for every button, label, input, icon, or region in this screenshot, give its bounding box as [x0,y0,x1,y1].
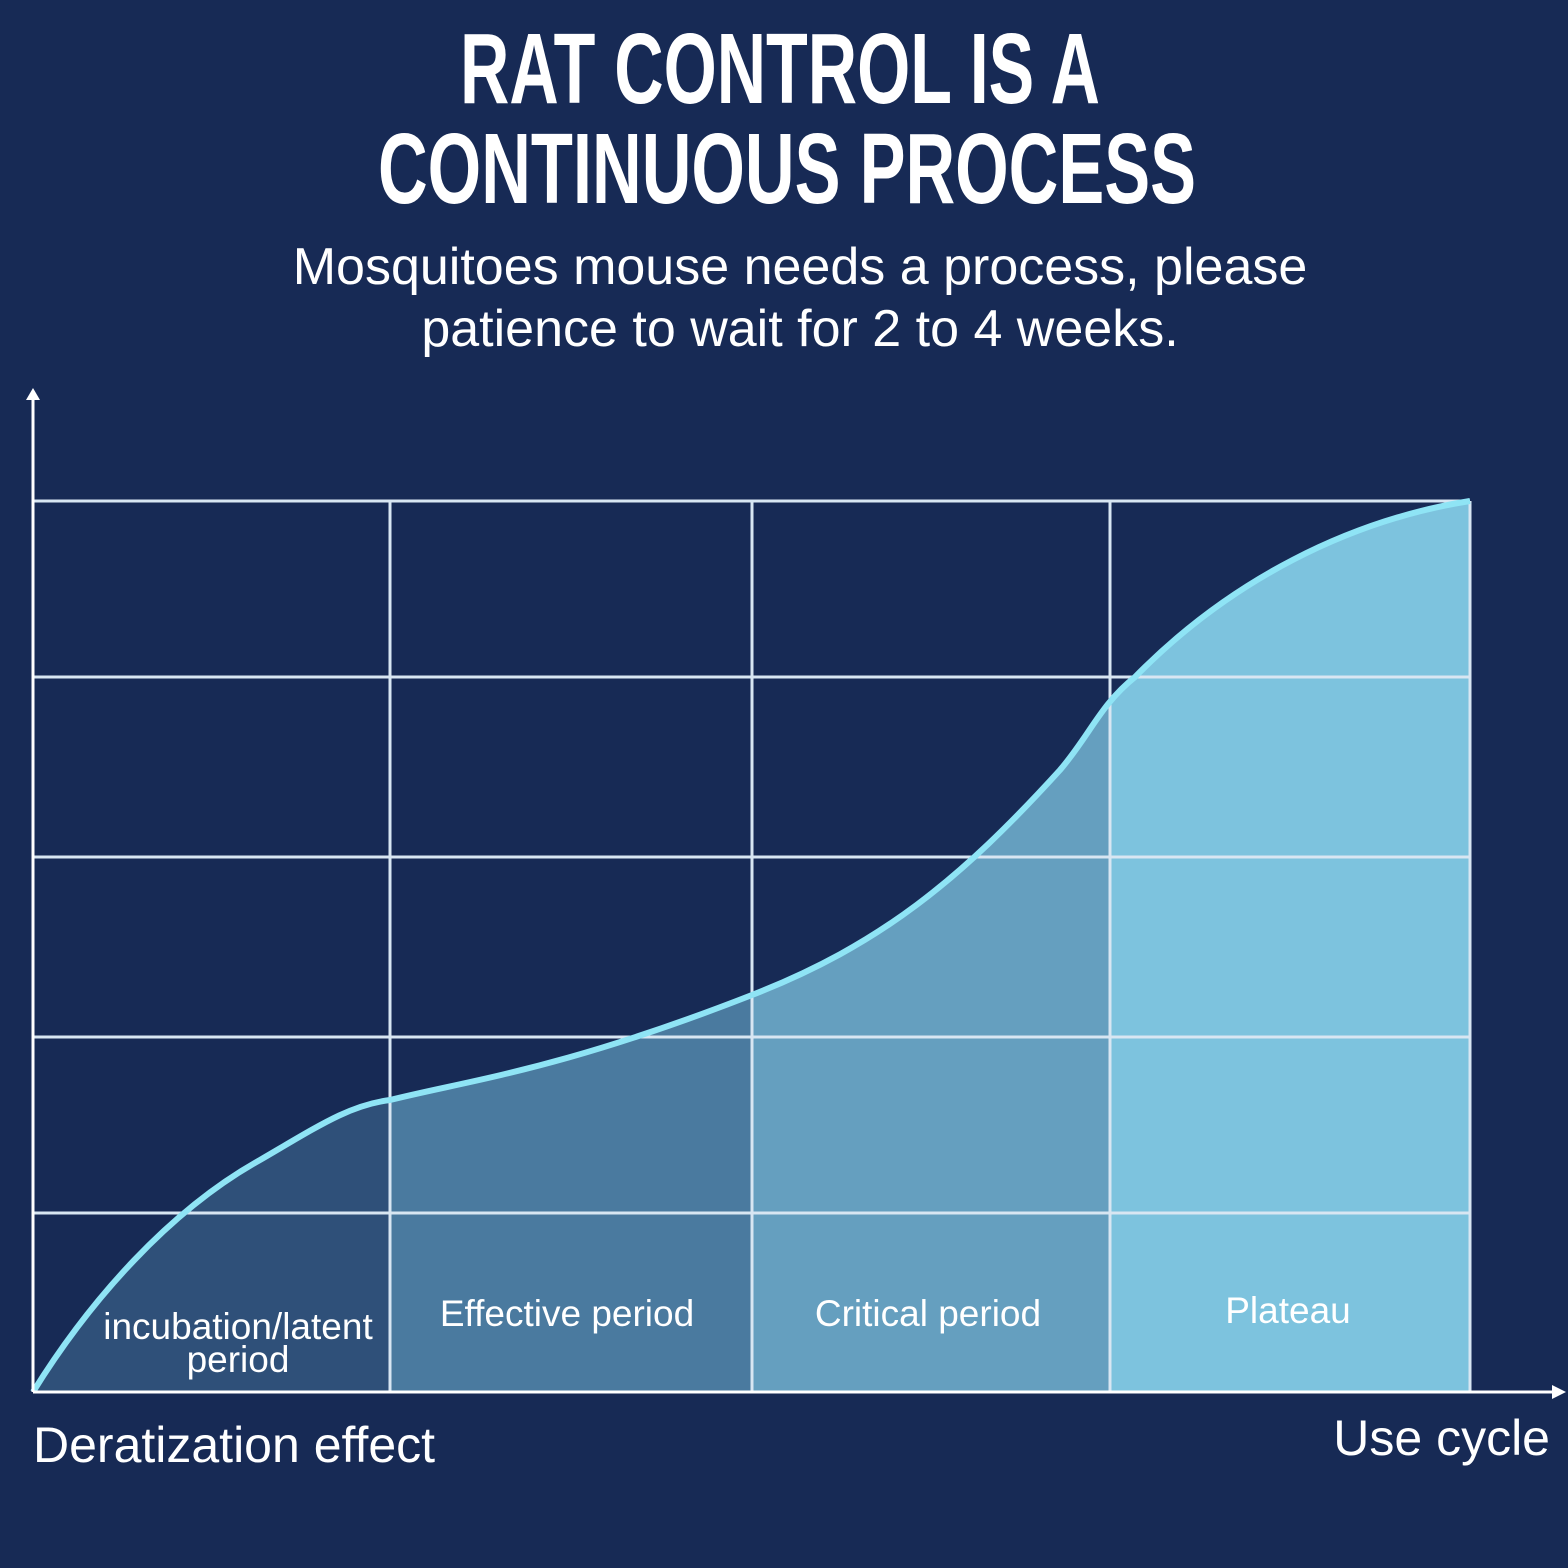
y-axis-label: Deratization effect [33,1417,435,1473]
phase-label: Critical period [815,1293,1041,1334]
axes [26,388,1566,1399]
title-line: CONTINUOUS PROCESS [378,113,1196,225]
phase-label: Plateau [1225,1290,1351,1331]
x-axis-label: Use cycle [1333,1410,1550,1466]
x-arrow [1552,1385,1566,1399]
title-line: RAT CONTROL IS A [460,13,1100,125]
curve [30,498,1471,1394]
subtitle-line: patience to wait for 2 to 4 weeks. [421,300,1178,358]
phase-label: Effective period [440,1293,694,1334]
y-arrow [26,388,40,400]
grid [33,499,1472,1392]
phase-fill [1110,501,1470,1392]
subtitle-line: Mosquitoes mouse needs a process, please [293,238,1308,296]
phase-label: period [187,1339,290,1380]
phase-label: incubation/latent [103,1306,373,1347]
